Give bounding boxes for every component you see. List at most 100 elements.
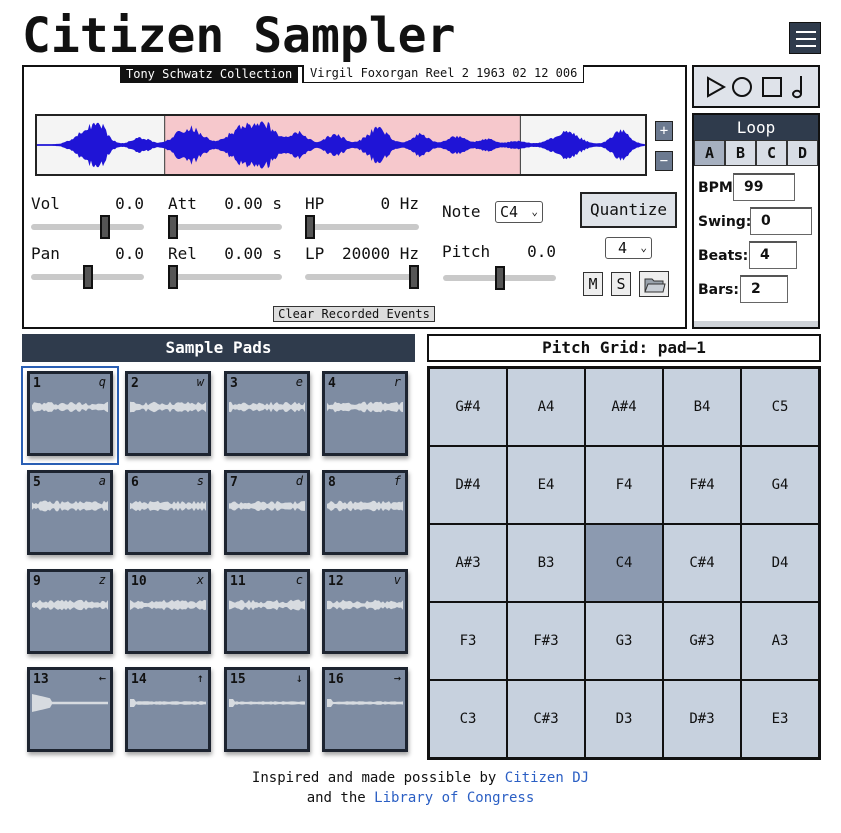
loop-title: Loop [694,115,818,140]
pitch-cell-dsharp3[interactable]: D#3 [664,681,740,757]
beats-input[interactable]: 4 [749,241,797,269]
beats-label: Beats: [698,248,749,264]
rel-slider-track[interactable] [168,274,282,280]
loop-tab-c[interactable]: C [756,140,787,166]
loop-tab-a[interactable]: A [694,140,725,166]
play-icon[interactable] [707,76,727,98]
record-icon[interactable] [732,77,752,97]
sample-pads-title: Sample Pads [22,334,415,362]
pitch-cell-csharp3[interactable]: C#3 [508,681,584,757]
loop-tab-d[interactable]: D [787,140,818,166]
pad-key-hint: w [196,375,204,389]
sample-pad-10[interactable]: 10 x [125,569,211,654]
pitch-cell-b3[interactable]: B3 [508,525,584,601]
pad-waveform-thumbnail [32,599,108,611]
citizen-dj-link[interactable]: Citizen DJ [504,770,590,786]
lp-slider-track[interactable] [305,274,419,280]
selected-pad-outline [21,366,119,465]
zoom-in-button[interactable]: + [655,121,673,141]
pad-waveform-thumbnail [130,599,206,611]
quarter-note-icon[interactable] [792,76,802,99]
pitch-cell-gsharp4[interactable]: G#4 [430,369,506,445]
pitch-cell-fsharp3[interactable]: F#3 [508,603,584,679]
solo-button[interactable]: S [611,272,631,296]
pad-key-hint: a [98,474,106,488]
pad-key-hint: r [393,375,401,389]
quantize-button[interactable]: Quantize [580,192,677,228]
sample-pad-12[interactable]: 12 v [322,569,408,654]
vol-slider-thumb[interactable] [100,215,110,239]
pitch-cell-c3[interactable]: C3 [430,681,506,757]
swing-input[interactable]: 0 [750,207,812,235]
pitch-cell-e4[interactable]: E4 [508,447,584,523]
hp-label: HP [305,194,325,213]
sample-pad-13[interactable]: 13 ← [27,667,113,752]
pitch-cell-gsharp3[interactable]: G#3 [664,603,740,679]
hp-slider-track[interactable] [305,224,419,230]
pitch-cell-f4[interactable]: F4 [586,447,662,523]
pitch-cell-c4[interactable]: C4 [586,525,662,601]
stop-icon[interactable] [762,77,782,97]
pitch-cell-asharp3[interactable]: A#3 [430,525,506,601]
att-slider-thumb[interactable] [168,215,178,239]
sample-pad-14[interactable]: 14 ↑ [125,667,211,752]
quantize-division-select[interactable]: 4 ⌄ [605,237,652,259]
sample-pad-16[interactable]: 16 → [322,667,408,752]
pad-waveform-thumbnail [229,501,305,511]
pitch-cell-f3[interactable]: F3 [430,603,506,679]
lp-slider-thumb[interactable] [409,265,419,289]
pitch-cell-csharp4[interactable]: C#4 [664,525,740,601]
att-value: 0.00 s [224,194,282,213]
pad-waveform-thumbnail [229,401,305,413]
pitch-cell-a3[interactable]: A3 [742,603,818,679]
pitch-cell-dsharp4[interactable]: D#4 [430,447,506,523]
note-select[interactable]: C4 ⌄ [495,201,543,223]
pitch-cell-c5[interactable]: C5 [742,369,818,445]
mute-button[interactable]: M [583,272,603,296]
pitch-cell-g3[interactable]: G3 [586,603,662,679]
loop-tab-b[interactable]: B [725,140,756,166]
library-of-congress-link[interactable]: Library of Congress [374,790,535,806]
sample-pad-11[interactable]: 11 c [224,569,310,654]
pitch-slider-thumb[interactable] [494,266,505,290]
vol-slider-track[interactable] [31,224,144,230]
hp-slider-thumb[interactable] [305,215,315,239]
pitch-cell-d3[interactable]: D3 [586,681,662,757]
waveform-display[interactable] [35,114,647,176]
pitch-cell-a4[interactable]: A4 [508,369,584,445]
loop-panel: Loop A B C D BPM: 99 Swing: 0 Beats: 4 B… [692,113,820,329]
bars-input[interactable]: 2 [740,275,788,303]
pad-waveform-thumbnail [327,599,403,611]
pad-key-hint: → [393,671,401,685]
zoom-out-button[interactable]: − [655,151,673,171]
note-label: Note [442,202,481,221]
pitch-cell-g4[interactable]: G4 [742,447,818,523]
rel-slider-thumb[interactable] [168,265,178,289]
pan-slider-thumb[interactable] [82,265,93,289]
pitch-cell-d4[interactable]: D4 [742,525,818,601]
load-folder-button[interactable] [639,271,669,297]
sample-pad-15[interactable]: 15 ↓ [224,667,310,752]
pitch-value: 0.0 [527,242,556,261]
bpm-input[interactable]: 99 [733,173,795,201]
rel-value: 0.00 s [224,244,282,263]
pitch-cell-b4[interactable]: B4 [664,369,740,445]
clear-recorded-events-button[interactable]: Clear Recorded Events [273,306,435,322]
pad-key-hint: q [98,375,106,389]
att-slider-track[interactable] [168,224,282,230]
pitch-cell-fsharp4[interactable]: F#4 [664,447,740,523]
hamburger-menu-icon[interactable] [789,22,821,54]
transport-controls [692,65,820,108]
pad-key-hint: f [393,474,401,488]
pitch-cell-asharp4[interactable]: A#4 [586,369,662,445]
pitch-cell-e3[interactable]: E3 [742,681,818,757]
